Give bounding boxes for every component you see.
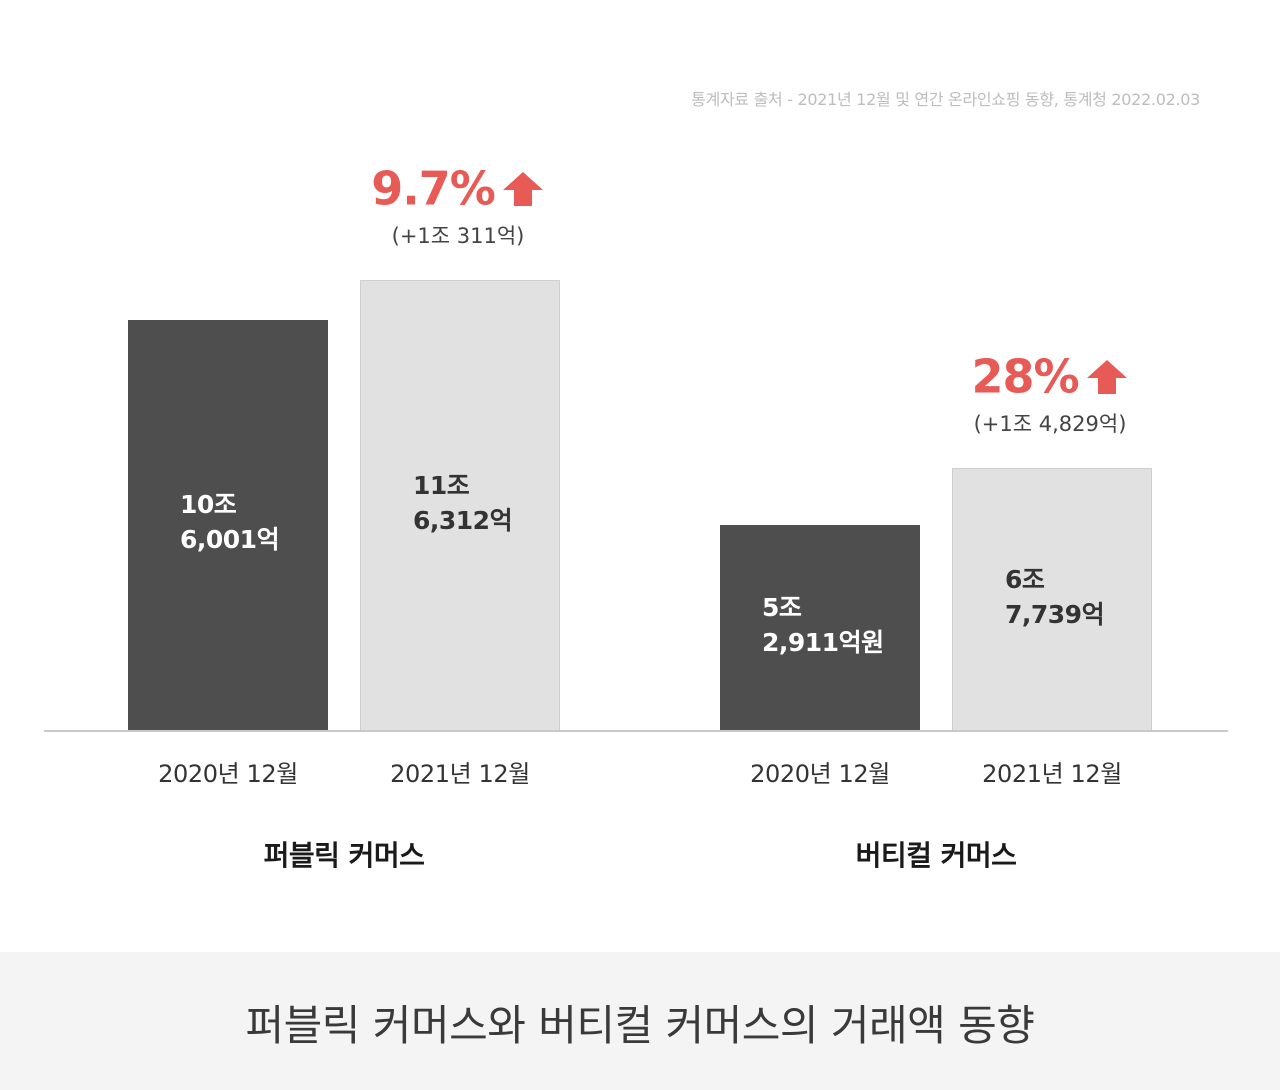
bar-value-label: 10조 6,001억 bbox=[180, 490, 280, 554]
bar-vertical-2020: 5조 2,911억원 bbox=[720, 525, 920, 730]
x-tick-label: 2021년 12월 bbox=[390, 760, 530, 788]
bar-public-2020: 10조 6,001억 bbox=[128, 320, 328, 730]
growth-percent: 9.7% bbox=[371, 161, 496, 216]
x-tick-label: 2020년 12월 bbox=[158, 760, 298, 788]
source-note: 통계자료 출처 - 2021년 12월 및 연간 온라인쇼핑 동향, 통계청 2… bbox=[691, 90, 1200, 109]
arrow-up-icon bbox=[502, 171, 543, 206]
growth-indicator: 28% bbox=[900, 346, 1200, 404]
bar-chart: 10조 6,001억 2020년 12월 11조 6,312억 2021년 12월 9.… bbox=[44, 158, 1228, 872]
growth-indicator: 9.7% bbox=[308, 158, 608, 216]
bar-value-label: 11조 6,312억 bbox=[413, 471, 513, 535]
group-label: 퍼블릭 커머스 bbox=[263, 839, 425, 872]
footer-title: 퍼블릭 커머스와 버티컬 커머스의 거래액 동향 bbox=[245, 1001, 1035, 1050]
growth-percent: 28% bbox=[971, 349, 1079, 404]
bar-value-label: 6조 7,739억 bbox=[1005, 565, 1105, 629]
growth-delta: (+1조 4,829억) bbox=[973, 412, 1127, 436]
arrow-up-icon bbox=[1086, 359, 1127, 394]
bar-public-2021: 11조 6,312억 bbox=[360, 280, 560, 730]
bar-value-label: 5조 2,911억원 bbox=[762, 592, 884, 657]
x-tick-label: 2021년 12월 bbox=[982, 760, 1122, 788]
group-label: 버티컬 커머스 bbox=[855, 839, 1017, 872]
x-tick-label: 2020년 12월 bbox=[750, 760, 890, 788]
footer-banner: 퍼블릭 커머스와 버티컬 커머스의 거래액 동향 bbox=[0, 952, 1280, 1090]
bar-vertical-2021: 6조 7,739억 bbox=[952, 468, 1152, 730]
growth-delta: (+1조 311억) bbox=[391, 224, 525, 248]
x-axis-baseline bbox=[44, 730, 1228, 732]
